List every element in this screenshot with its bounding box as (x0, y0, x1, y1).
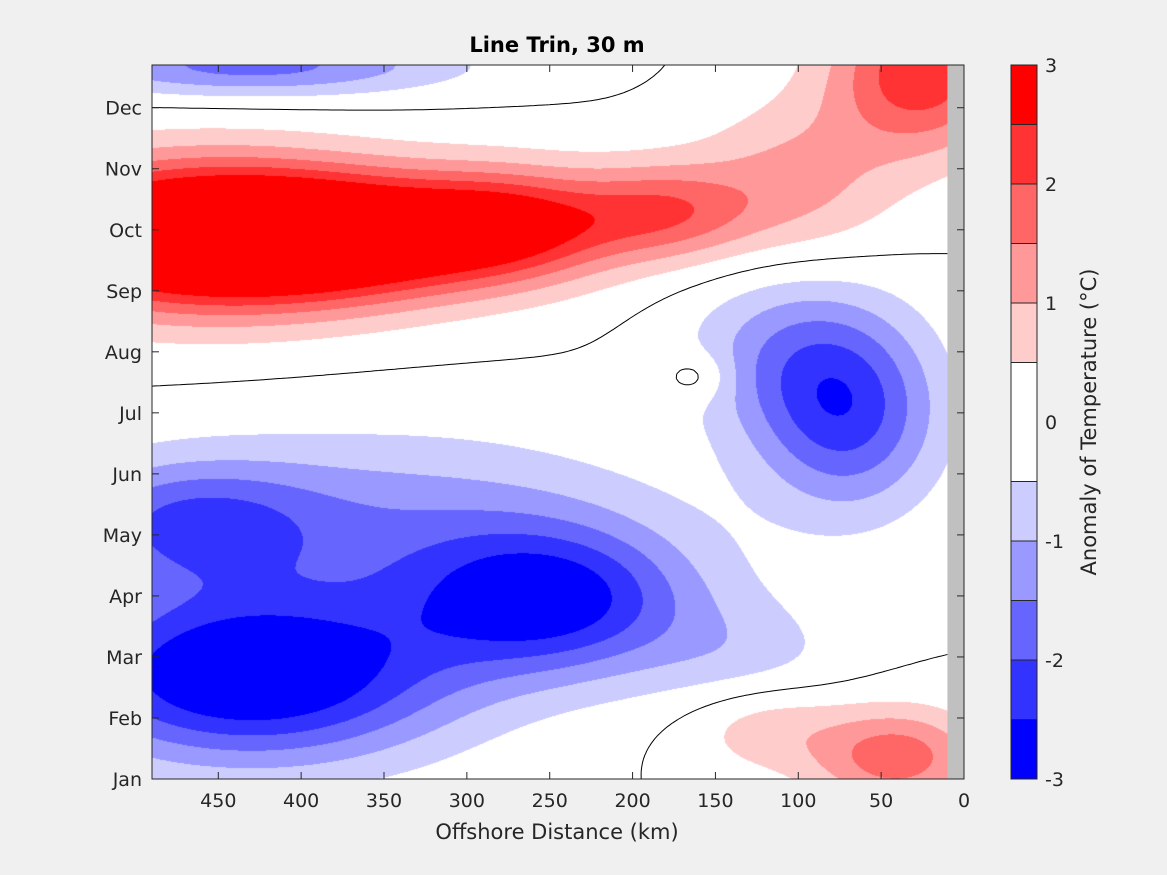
y-tick-label: Dec (105, 98, 142, 120)
colorbar-tick-label: 0 (1045, 412, 1057, 434)
y-tick-label: May (103, 525, 142, 547)
x-tick-label: 100 (780, 790, 816, 812)
colorbar-tick-label: -1 (1045, 531, 1064, 553)
colorbar-band (1011, 303, 1037, 363)
plot-frame (151, 64, 965, 780)
colorbar-tick-label: 1 (1045, 293, 1057, 315)
colorbar-tick-label: 2 (1045, 174, 1057, 196)
colorbar-bands (1011, 65, 1037, 779)
x-tick-label: 400 (283, 790, 319, 812)
colorbar-ticks: 3 2 1 0 -1 -2 -3 (1045, 55, 1064, 791)
y-tick-label: Feb (108, 708, 142, 730)
x-tick-label: 350 (366, 790, 402, 812)
x-tick-label: 150 (697, 790, 733, 812)
colorbar-tick-label: 3 (1045, 55, 1057, 77)
y-axis: Jan Feb Mar Apr May Jun Jul Aug Sep Oct Nov Dec (103, 98, 964, 791)
colorbar-band (1011, 541, 1037, 601)
y-tick-label: Sep (106, 281, 142, 303)
colorbar-tick-label: -2 (1045, 650, 1064, 672)
colorbar-band (1011, 243, 1037, 303)
colorbar-band (1011, 362, 1037, 482)
colorbar: 3 2 1 0 -1 -2 -3 Anomaly of Temperature (°C) (1010, 55, 1101, 791)
colorbar-band (1011, 600, 1037, 660)
y-tick-label: Jul (118, 403, 142, 425)
anomaly-field (152, 65, 964, 779)
x-tick-label: 450 (200, 790, 236, 812)
no-data-region (947, 65, 964, 779)
colorbar-band (1011, 660, 1037, 720)
x-tick-label: 250 (532, 790, 568, 812)
colorbar-band (1011, 719, 1037, 779)
colorbar-band (1011, 184, 1037, 244)
x-tick-label: 200 (614, 790, 650, 812)
y-tick-label: Jun (111, 464, 142, 486)
x-axis: 450 400 350 300 250 200 150 100 50 0 (200, 65, 970, 812)
chart-title: Line Trin, 30 m (469, 33, 644, 57)
y-tick-label: Nov (105, 159, 142, 181)
y-tick-label: Apr (109, 586, 142, 608)
x-tick-label: 0 (958, 790, 970, 812)
colorbar-band (1011, 65, 1037, 125)
x-axis-title: Offshore Distance (km) (435, 820, 678, 844)
y-tick-label: Aug (105, 342, 142, 364)
x-tick-label: 300 (449, 790, 485, 812)
colorbar-band (1011, 481, 1037, 541)
y-tick-label: Jan (112, 769, 142, 791)
y-tick-label: Oct (109, 220, 142, 242)
y-tick-label: Mar (106, 647, 142, 669)
plot-area (151, 64, 965, 780)
x-tick-label: 50 (869, 790, 893, 812)
colorbar-band (1011, 124, 1037, 184)
colorbar-tick-label: -3 (1045, 769, 1064, 791)
colorbar-frame (1010, 64, 1038, 780)
colorbar-title: Anomaly of Temperature (°C) (1077, 269, 1101, 576)
